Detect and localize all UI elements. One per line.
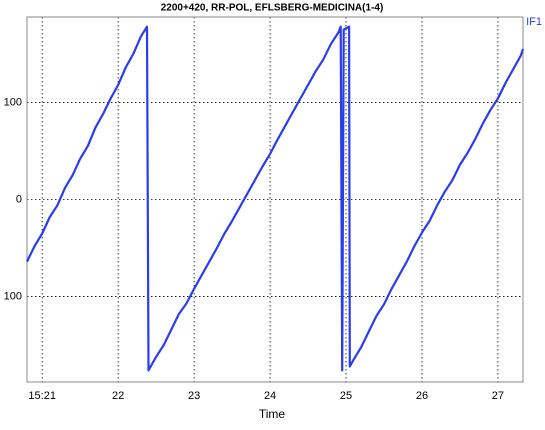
x-tick-label: 23 — [188, 390, 200, 402]
x-tick-label: 25 — [340, 390, 352, 402]
x-axis-label: Time — [259, 407, 286, 421]
x-tick-label: 27 — [492, 390, 504, 402]
y-tick-label: 0 — [16, 193, 22, 205]
y-tick-label: 100 — [4, 96, 22, 108]
plot-frame — [26, 16, 524, 383]
legend-label: IF1 — [526, 16, 542, 28]
chart-title: 2200+420, RR-POL, EFLSBERG-MEDICINA(1-4) — [161, 3, 384, 14]
y-tick-label: 100 — [4, 290, 22, 302]
x-tick-label: 15:21 — [28, 390, 56, 402]
x-tick-label: 24 — [264, 390, 276, 402]
x-tick-label: 26 — [416, 390, 428, 402]
data-line — [26, 25, 525, 372]
x-tick-label: 22 — [112, 390, 124, 402]
